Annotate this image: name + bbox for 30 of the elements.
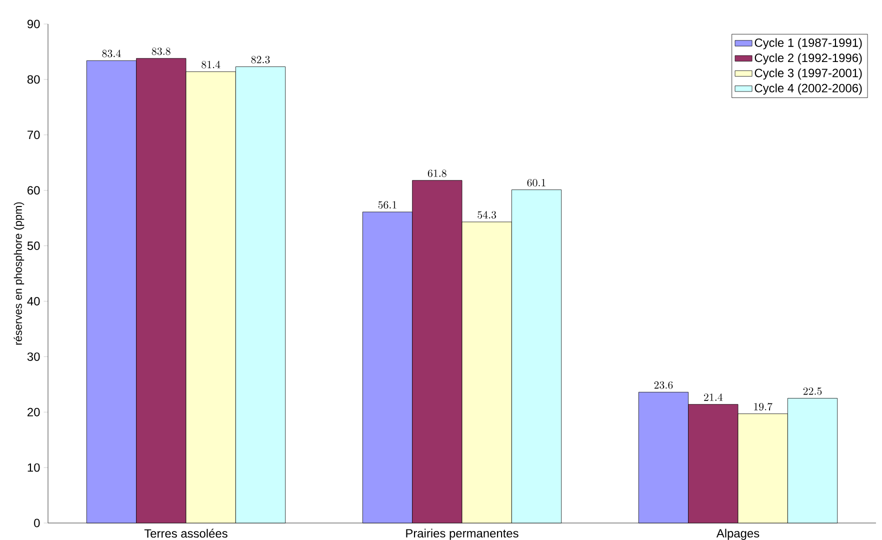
legend-label: Cycle 1 (1987-1991) [754, 38, 862, 50]
y-tick-label: 0 [34, 518, 40, 528]
x-tick-label: Prairies permanentes [406, 528, 518, 540]
data-label: 21 .4 [704, 393, 723, 401]
data-label: 22.5 [803, 387, 822, 395]
data-label: 60. 1 [527, 178, 546, 186]
legend-label: Cycle 3 (1997-2001) [754, 68, 862, 80]
data-label: 54.3 [478, 211, 496, 219]
data-label: 61 .8 [428, 170, 446, 178]
data-label: 56. 1 [378, 201, 396, 209]
x-tick-label: Terres assolées [144, 528, 228, 538]
y-tick-label: 30 [27, 352, 40, 361]
data-label: 23.6 [654, 381, 673, 389]
x-tick-label: Alpages [716, 528, 760, 540]
data-label: 19.7 [754, 402, 772, 410]
y-tick-label: 40 [27, 296, 40, 306]
y-tick-label: 80 [27, 75, 40, 84]
data-label: 82.3 [251, 56, 270, 64]
data-label: 83.4 [102, 50, 121, 58]
legend-label: Cycle 4 (2002-2006) [754, 84, 862, 95]
legend-label: Cycle 2 (1992-1996) [754, 53, 862, 64]
y-tick-label: 60 [28, 186, 40, 195]
y-tick-label: 50 [27, 242, 40, 250]
y-tick-label: 70 [28, 130, 40, 140]
y-tick-label: 10 [28, 463, 40, 472]
y-tick-label: 90 [27, 20, 40, 28]
data-label: 83.8 [152, 48, 170, 56]
y-axis-title: réserves en phosphore (ppm) [14, 202, 24, 345]
y-tick-label: 20 [28, 408, 40, 416]
data-label: 81 .4 [202, 60, 220, 68]
